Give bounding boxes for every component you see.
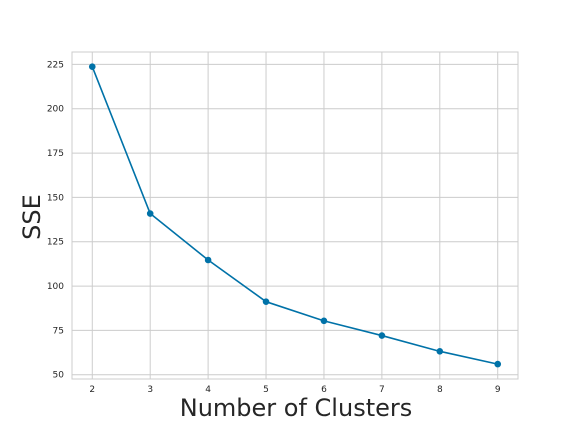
y-tick-label: 150 [47,193,64,203]
y-tick-label: 175 [47,149,64,159]
y-tick-labels: 50 75 100 125 150 175 200 225 [47,60,64,380]
y-tick-label: 75 [53,326,64,336]
data-point [378,332,386,339]
plot-frame [71,51,519,380]
grid [72,52,518,379]
data-point [204,256,212,264]
x-tick-label: 6 [321,385,327,395]
x-axis-label: Number of Clusters [180,394,413,422]
series [88,63,502,368]
x-tick-label: 2 [89,385,95,395]
x-tick-label: 9 [495,385,501,395]
x-tick-label: 7 [379,385,385,395]
data-point [88,63,96,71]
y-axis-label: SSE [18,194,46,240]
data-point [494,360,502,368]
series-line [91,66,498,365]
x-tick-labels: 2 3 4 5 6 7 8 9 [89,385,500,395]
x-tick-label: 5 [263,385,269,395]
y-tick-label: 200 [47,105,64,115]
y-tick-label: 125 [47,238,64,248]
x-tick-label: 3 [147,385,153,395]
y-tick-label: 225 [47,60,64,70]
y-tick-label: 100 [47,282,64,292]
x-tick-label: 8 [437,385,443,395]
x-tick-label: 4 [205,385,211,395]
data-point [146,210,154,217]
data-point [262,298,270,305]
y-tick-label: 50 [53,371,65,381]
data-point [320,317,328,325]
data-point [436,348,444,355]
